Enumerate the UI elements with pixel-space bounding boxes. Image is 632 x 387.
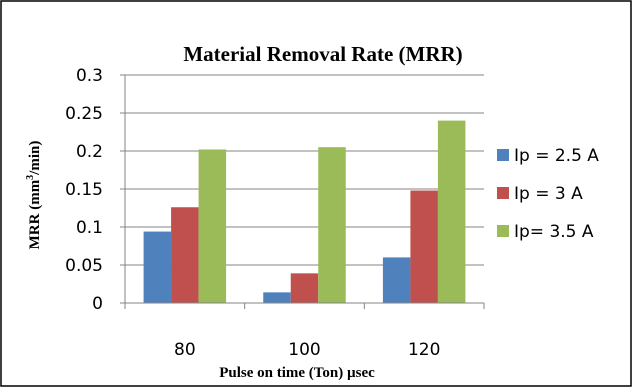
bars	[143, 120, 466, 303]
y-tick-label: 0.15	[65, 180, 103, 200]
bar-1-100	[263, 292, 291, 303]
bar-2-100	[290, 273, 319, 303]
bar-2-120	[410, 190, 438, 303]
y-tick-labels: 0 0.05 0.1 0.15 0.2 0.25 0.3	[65, 66, 103, 314]
legend-swatch	[497, 187, 509, 199]
bar-3-120	[437, 120, 466, 303]
bar-1-120	[382, 257, 411, 303]
y-axis-title-superscript: 3	[25, 175, 36, 180]
x-tick-label: 100	[288, 340, 320, 360]
x-axis-title: Pulse on time (Ton) µsec	[219, 365, 375, 381]
y-tick-label: 0.25	[65, 104, 103, 124]
legend-label: Ip = 2.5 A	[514, 146, 599, 166]
bar-3-80	[198, 149, 227, 303]
y-axis-title-unit: /min)	[27, 141, 43, 176]
legend-label: Ip = 3 A	[514, 184, 583, 204]
y-tick-label: 0.2	[76, 142, 103, 162]
bar-2-80	[171, 207, 199, 303]
axes	[120, 74, 485, 309]
y-axis-title: MRR (mm3/min)	[25, 141, 43, 250]
x-tick-label: 80	[174, 340, 196, 360]
legend: Ip = 2.5 A Ip = 3 A Ip= 3.5 A	[497, 146, 599, 242]
bar-1-80	[143, 231, 172, 303]
legend-swatch	[497, 149, 509, 161]
y-tick-label: 0.3	[76, 66, 103, 86]
y-tick-label: 0.1	[76, 218, 103, 238]
bar-3-100	[318, 147, 346, 303]
legend-label: Ip= 3.5 A	[514, 222, 594, 242]
legend-swatch	[497, 225, 509, 237]
x-tick-labels: 80 100 120	[174, 340, 440, 360]
y-axis-title-main: MRR (mm	[27, 179, 43, 249]
chart-title: Material Removal Rate (MRR)	[183, 42, 462, 66]
y-tick-label: 0.05	[65, 256, 103, 276]
y-tick-label: 0	[92, 294, 103, 314]
x-tick-label: 120	[408, 340, 440, 360]
